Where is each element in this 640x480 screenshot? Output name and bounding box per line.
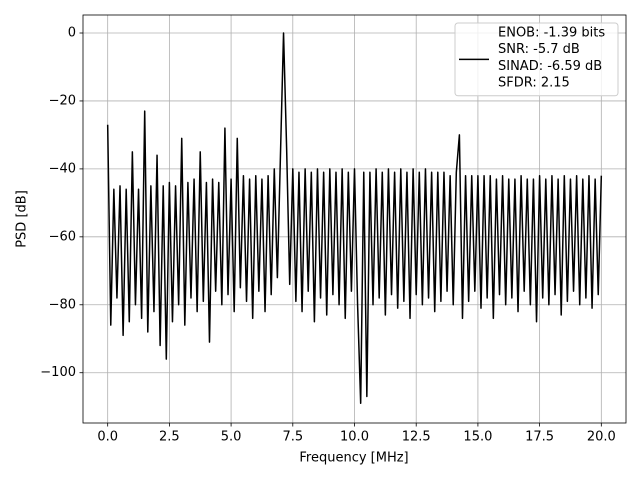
y-tick-label: −80: [49, 297, 76, 312]
x-tick-label: 12.5: [402, 430, 431, 445]
legend-label: ENOB: -1.39 bits: [498, 26, 605, 41]
y-tick-label: −40: [49, 161, 76, 176]
x-tick-label: 0.0: [97, 430, 118, 445]
x-axis-label: Frequency [MHz]: [299, 451, 408, 466]
ticks: 0.0 2.5 5.0 7.5 10.0 12.5 15.0 17.5 20.0 −100 −80 −…: [40, 26, 616, 445]
x-tick-label: 15.0: [463, 430, 492, 445]
x-tick-label: 7.5: [282, 430, 303, 445]
legend-label: SFDR: 2.15: [498, 76, 570, 91]
y-tick-label: 0: [68, 26, 76, 41]
plot-area: [106, 32, 603, 405]
psd-line: [106, 32, 603, 405]
x-tick-label: 17.5: [525, 430, 554, 445]
x-tick-label: 10.0: [340, 430, 369, 445]
y-axis-label: PSD [dB]: [15, 190, 30, 248]
legend-label: SINAD: -6.59 dB: [498, 59, 602, 74]
x-tick-label: 2.5: [159, 430, 180, 445]
y-tick-label: −60: [49, 229, 76, 244]
x-tick-label: 5.0: [221, 430, 242, 445]
x-tick-label: 20.0: [587, 430, 616, 445]
legend-label: SNR: -5.7 dB: [498, 42, 580, 57]
y-tick-label: −20: [49, 93, 76, 108]
legend-box: [454, 22, 619, 97]
y-tick-label: −100: [40, 365, 76, 380]
